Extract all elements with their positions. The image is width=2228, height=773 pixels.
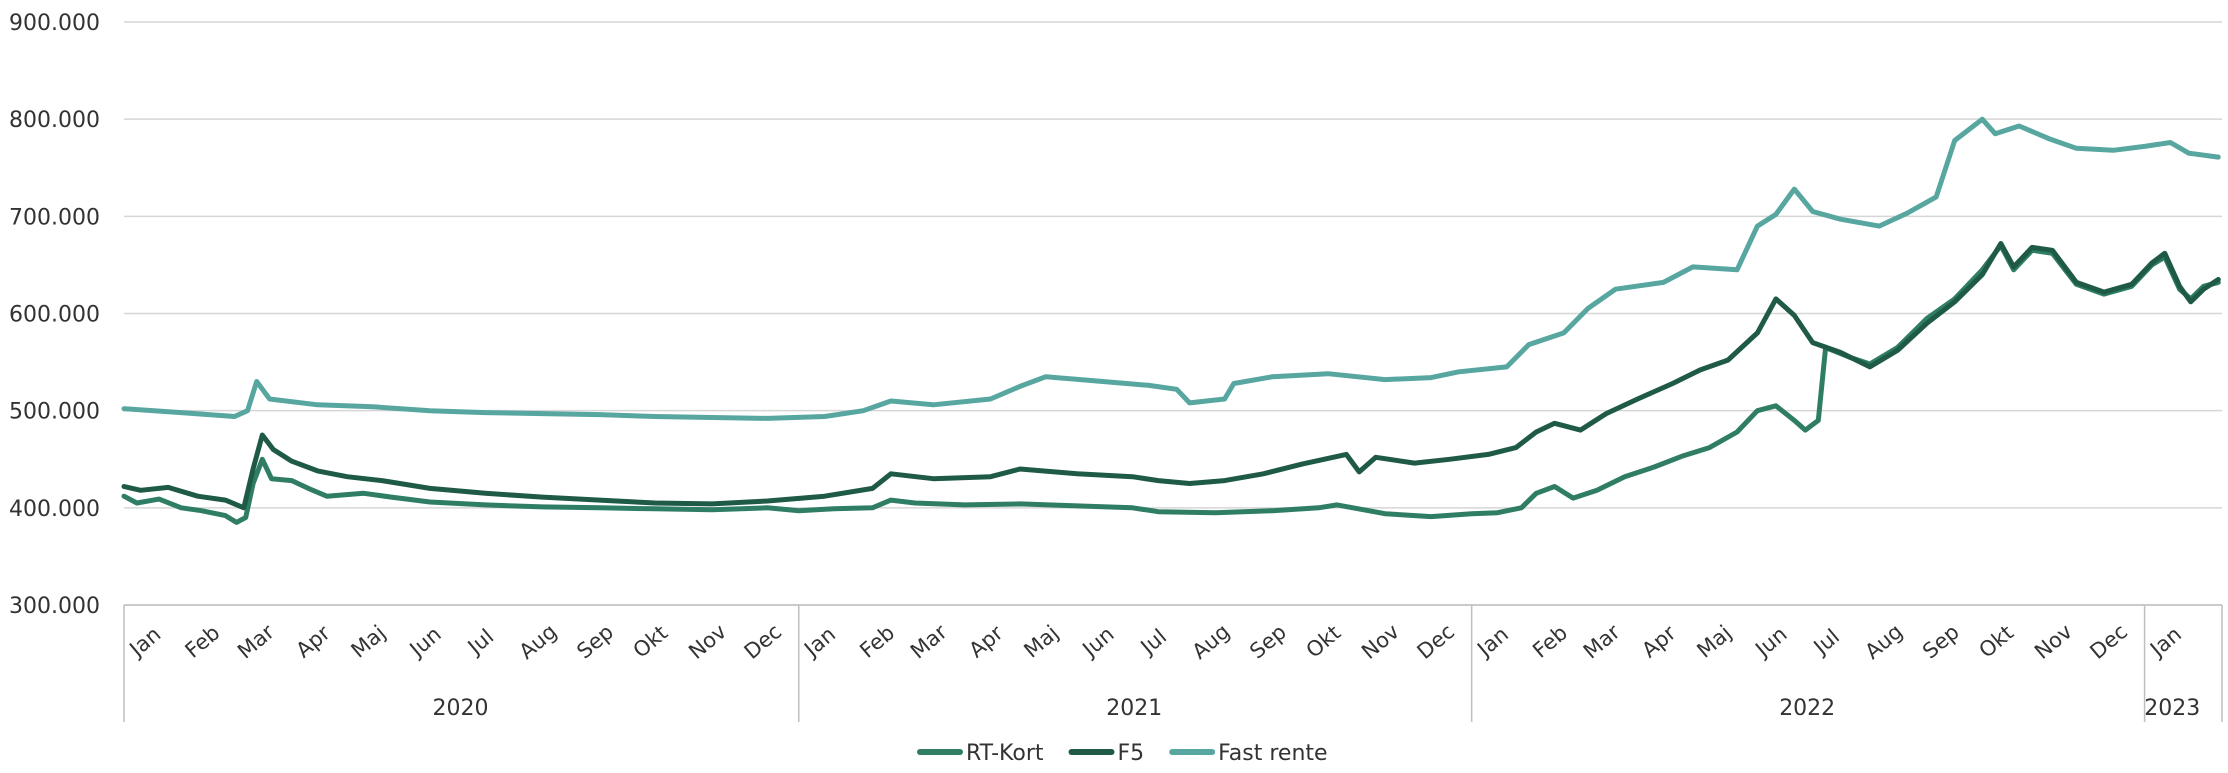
- x-tick-label: Feb: [1528, 620, 1572, 662]
- x-tick-label: Jun: [404, 622, 446, 663]
- x-tick-label: Apr: [291, 621, 335, 663]
- x-tick-label: Okt: [629, 621, 673, 663]
- x-axis: Jan Feb Mar Apr Maj Jun Jul Aug Sep Okt Nov Dec Jan F…: [123, 604, 2223, 722]
- x-tick-label: Okt: [1302, 621, 1346, 663]
- x-tick-label: Nov: [2030, 619, 2077, 664]
- x-tick-label: Jan: [1471, 622, 1513, 662]
- x-tick-label: Feb: [855, 620, 899, 662]
- y-tick-label: 600.000: [9, 303, 100, 328]
- x-tick-label: Okt: [1974, 621, 2018, 663]
- x-tick-label: Maj: [1692, 621, 1736, 663]
- x-tick-label: Jan: [798, 622, 840, 662]
- x-tick-label: Feb: [181, 620, 225, 662]
- x-tick-label: Aug: [1860, 619, 1907, 664]
- legend-label: RT-Kort: [966, 741, 1044, 766]
- year-label: 2022: [1779, 696, 1835, 721]
- legend-label: Fast rente: [1218, 741, 1327, 766]
- x-tick-label: Apr: [964, 621, 1008, 663]
- y-tick-label: 800.000: [9, 108, 100, 133]
- x-tick-label: Nov: [684, 619, 731, 664]
- x-tick-label: Maj: [347, 621, 391, 663]
- y-axis: 300.000 400.000 500.000 600.000 700.000 800.0…: [9, 11, 100, 619]
- x-tick-label: Dec: [1413, 619, 1460, 664]
- year-label: 2021: [1106, 696, 1162, 721]
- x-tick-label: Mar: [233, 619, 279, 663]
- x-tick-label: Sep: [572, 620, 618, 664]
- x-tick-label: Mar: [906, 619, 952, 663]
- x-tick-label: Jun: [1077, 622, 1119, 663]
- x-tick-label: Dec: [740, 619, 787, 664]
- y-tick-label: 300.000: [9, 594, 100, 619]
- legend: RT-Kort F5 Fast rente: [917, 741, 1328, 766]
- gridlines: [124, 21, 2222, 606]
- x-tick-label: Aug: [1187, 619, 1234, 664]
- series-lines: [121, 116, 2221, 525]
- x-tick-label: Jul: [1135, 624, 1171, 660]
- x-tick-label: Sep: [1918, 620, 1964, 664]
- x-tick-label: Jun: [1750, 622, 1792, 663]
- x-tick-label: Jan: [2144, 622, 2186, 662]
- x-tick-label: Nov: [1357, 619, 1404, 664]
- x-tick-label: Sep: [1245, 620, 1291, 664]
- y-tick-label: 700.000: [9, 205, 100, 230]
- x-tick-label: Jul: [462, 624, 498, 660]
- x-tick-label: Mar: [1579, 619, 1625, 663]
- x-tick-label: Apr: [1637, 621, 1681, 663]
- y-tick-label: 900.000: [9, 11, 100, 36]
- x-tick-label: Jul: [1808, 624, 1844, 660]
- year-label: 2020: [432, 696, 488, 721]
- x-tick-label: Aug: [515, 619, 562, 664]
- x-tick-label: Maj: [1019, 621, 1063, 663]
- y-tick-label: 400.000: [9, 497, 100, 522]
- series-line-f5: [121, 241, 2221, 511]
- year-label: 2023: [2144, 696, 2200, 721]
- y-tick-label: 500.000: [9, 400, 100, 425]
- series-line-fast-rente: [121, 116, 2221, 421]
- legend-label: F5: [1118, 741, 1145, 766]
- x-tick-label: Jan: [124, 622, 166, 662]
- x-tick-label: Dec: [2085, 619, 2132, 664]
